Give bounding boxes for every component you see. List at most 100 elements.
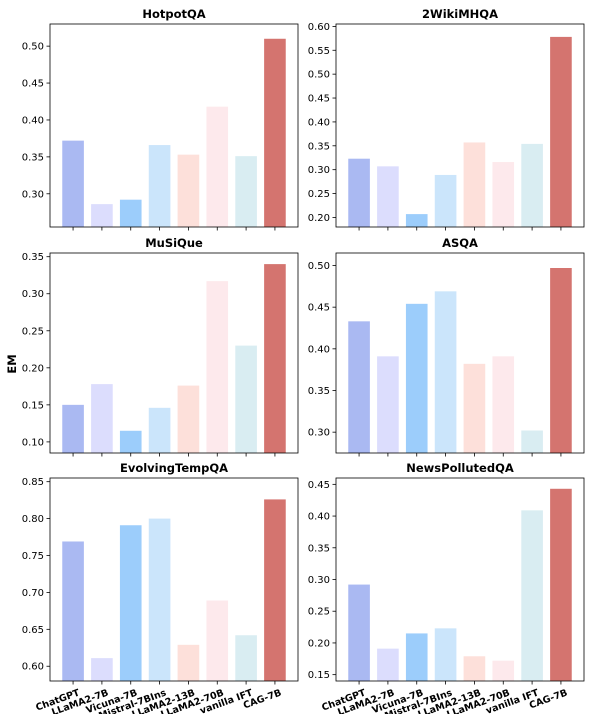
bar (348, 321, 370, 453)
y-tick-label: 0.35 (22, 152, 44, 163)
y-tick-label: 0.20 (22, 363, 44, 374)
bar (405, 633, 428, 681)
bar (235, 156, 257, 227)
y-tick-label: 0.30 (22, 189, 44, 200)
bar (550, 36, 572, 227)
bar (521, 430, 543, 453)
y-tick-label: 0.45 (308, 480, 330, 491)
y-tick-label: 0.30 (308, 575, 330, 586)
bar (348, 584, 370, 681)
bar (463, 142, 486, 227)
y-tick-label: 0.50 (308, 70, 330, 81)
y-tick-label: 0.35 (308, 543, 330, 554)
bar (206, 600, 229, 681)
bar (119, 525, 142, 681)
chart-panel: MuSiQue 0.10 0.15 0.20 0.25 0.30 0.35 (22, 236, 299, 457)
bar (492, 660, 515, 681)
bar (377, 356, 399, 453)
bar (434, 174, 457, 227)
y-tick-label: 0.45 (308, 94, 330, 105)
y-tick-label: 0.25 (22, 326, 44, 337)
y-tick-label: 0.35 (308, 141, 330, 152)
chart-title: ASQA (442, 236, 478, 250)
bar (550, 268, 572, 453)
y-axis-label: EM (5, 354, 19, 373)
bar (91, 384, 113, 453)
bar (177, 385, 200, 453)
bar (377, 166, 399, 227)
bar (377, 648, 399, 681)
y-tick-label: 0.80 (22, 514, 44, 525)
bar (434, 628, 457, 681)
y-tick-label: 0.15 (22, 400, 44, 411)
bar (521, 510, 543, 681)
y-tick-label: 0.45 (22, 79, 44, 90)
bar (492, 162, 515, 227)
y-tick-label: 0.50 (308, 261, 330, 272)
bar (177, 644, 200, 681)
bar (492, 356, 515, 453)
bar (148, 518, 171, 681)
y-tick-label: 0.40 (308, 344, 330, 355)
y-tick-label: 0.40 (308, 117, 330, 128)
bar (348, 158, 370, 227)
chart-panel: EvolvingTempQAChatGPTLLaMA2-7BVicuna-7BM… (22, 461, 299, 714)
y-tick-label: 0.35 (22, 252, 44, 263)
bar (62, 404, 84, 453)
bar (148, 407, 171, 453)
bar (148, 145, 171, 227)
bar (434, 291, 457, 453)
bar (119, 199, 142, 227)
bar (463, 656, 486, 681)
chart-title: MuSiQue (145, 236, 203, 250)
axes-frame (335, 477, 585, 682)
axes-frame (335, 252, 585, 454)
axes-frame (49, 252, 299, 454)
chart-panel: HotpotQA 0.30 0.35 0.40 0.45 0.50 (22, 7, 299, 231)
y-tick-label: 0.25 (308, 607, 330, 618)
y-tick-label: 0.50 (22, 42, 44, 53)
bar (91, 658, 113, 681)
y-tick-label: 0.25 (308, 189, 330, 200)
y-tick-label: 0.70 (22, 588, 44, 599)
chart-title: HotpotQA (142, 7, 205, 21)
y-tick-label: 0.40 (22, 115, 44, 126)
bar (206, 106, 229, 227)
bar (405, 303, 428, 453)
bar (264, 38, 286, 227)
bar (206, 281, 229, 453)
bar (62, 140, 84, 227)
bar (521, 143, 543, 227)
y-tick-label: 0.60 (22, 662, 44, 673)
bar (119, 430, 142, 453)
axes-frame (49, 477, 299, 682)
y-tick-label: 0.45 (308, 303, 330, 314)
bar (235, 635, 257, 681)
chart-panel: ASQA 0.30 0.35 0.40 0.45 0.50 (308, 236, 585, 457)
y-tick-label: 0.75 (22, 551, 44, 562)
axes-frame (335, 23, 585, 228)
chart-title: EvolvingTempQA (120, 461, 228, 475)
y-tick-label: 0.40 (308, 512, 330, 523)
bar (177, 154, 200, 227)
y-tick-label: 0.30 (22, 289, 44, 300)
bar (264, 499, 286, 681)
y-tick-label: 0.65 (22, 625, 44, 636)
y-tick-label: 0.10 (22, 437, 44, 448)
bar (235, 345, 257, 453)
y-tick-label: 0.85 (22, 477, 44, 488)
chart-panel: NewsPollutedQAChatGPTLLaMA2-7BVicuna-7BM… (308, 461, 585, 714)
chart-title: 2WikiMHQA (422, 7, 498, 21)
y-tick-label: 0.30 (308, 165, 330, 176)
bar (62, 541, 84, 681)
axes-frame (49, 23, 299, 228)
y-tick-label: 0.20 (308, 638, 330, 649)
bar (264, 264, 286, 453)
y-tick-label: 0.60 (308, 22, 330, 33)
y-tick-label: 0.30 (308, 428, 330, 439)
bar (405, 214, 428, 227)
y-tick-label: 0.20 (308, 213, 330, 224)
chart-panel: 2WikiMHQA 0.20 0.25 0.30 0.35 0.40 0.45 0.50 0.5… (308, 7, 585, 231)
y-tick-label: 0.15 (308, 670, 330, 681)
